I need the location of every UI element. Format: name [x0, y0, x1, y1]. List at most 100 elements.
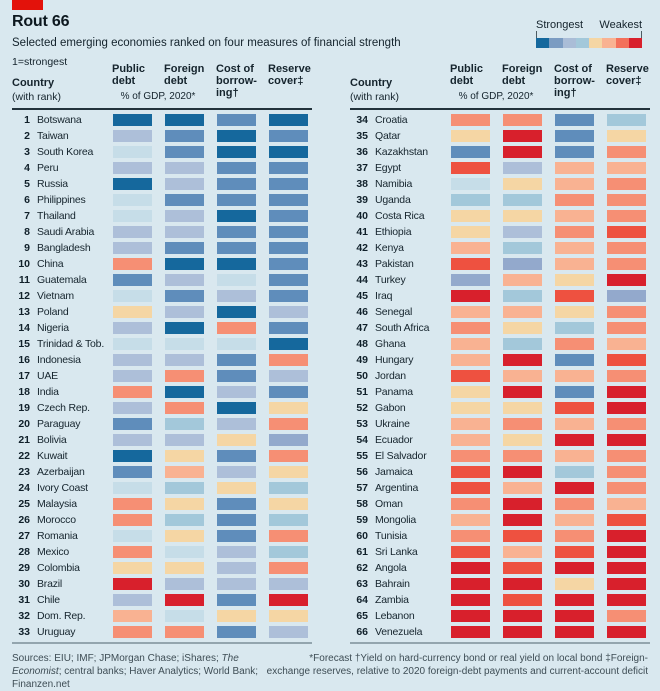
heat-cell	[555, 562, 594, 574]
country-rank: 15	[18, 338, 30, 350]
heat-cell	[451, 466, 490, 478]
country-name: Angola	[375, 562, 407, 574]
legend-strongest-label: Strongest	[536, 19, 584, 31]
heat-cell	[607, 146, 646, 158]
heat-cell	[503, 514, 542, 526]
heat-cell	[503, 226, 542, 238]
heat-cell	[165, 386, 204, 398]
country-name: Pakistan	[375, 258, 414, 270]
country-rank: 33	[18, 626, 30, 638]
heat-cell	[165, 114, 204, 126]
heat-cell	[503, 338, 542, 350]
heat-cell	[113, 466, 152, 478]
country-name: Botswana	[37, 114, 82, 126]
with-rank-label: (with rank)	[350, 91, 400, 103]
country-row: 46 Senegal	[350, 304, 650, 320]
country-name: UAE	[37, 370, 58, 382]
red-tab	[12, 0, 43, 10]
heat-cell	[555, 482, 594, 494]
heat-cell	[269, 434, 308, 446]
heat-cell	[451, 114, 490, 126]
country-row: 26 Morocco	[12, 512, 312, 528]
legend-swatch	[628, 38, 642, 48]
country-row: 6 Philippines	[12, 192, 312, 208]
heat-cell	[451, 354, 490, 366]
heat-cell	[269, 402, 308, 414]
heat-cell	[503, 498, 542, 510]
country-row: 59 Mongolia	[350, 512, 650, 528]
heat-cell	[503, 562, 542, 574]
country-row: 31 Chile	[12, 592, 312, 608]
country-row: 24 Ivory Coast	[12, 480, 312, 496]
country-row: 39 Uganda	[350, 192, 650, 208]
heat-cell	[217, 546, 256, 558]
heat-cell	[503, 578, 542, 590]
heat-cell	[555, 146, 594, 158]
country-name: Colombia	[37, 562, 80, 574]
heat-cell	[217, 306, 256, 318]
country-name: Kazakhstan	[375, 146, 428, 158]
heat-cell	[503, 626, 542, 638]
heat-cell	[217, 594, 256, 606]
country-name: Tunisia	[375, 530, 408, 542]
country-rank: 63	[356, 578, 368, 590]
country-row: 33 Uruguay	[12, 624, 312, 640]
col-header-cost-of-borrowing: Cost of borrow- ing†	[216, 63, 257, 99]
heat-cell	[607, 530, 646, 542]
heat-cell	[269, 306, 308, 318]
heat-cell	[451, 562, 490, 574]
country-rank: 58	[356, 498, 368, 510]
country-name: Bahrain	[375, 578, 410, 590]
heat-cell	[607, 290, 646, 302]
heat-cell	[269, 258, 308, 270]
country-row: 9 Bangladesh	[12, 240, 312, 256]
country-row: 12 Vietnam	[12, 288, 312, 304]
heat-cell	[113, 610, 152, 622]
heat-cell	[113, 594, 152, 606]
heat-cell	[165, 402, 204, 414]
heat-cell	[165, 594, 204, 606]
country-rank: 39	[356, 194, 368, 206]
country-row: 64 Zambia	[350, 592, 650, 608]
country-rank: 38	[356, 178, 368, 190]
heat-cell	[555, 402, 594, 414]
heat-cell	[607, 338, 646, 350]
country-name: Kenya	[375, 242, 404, 254]
country-row: 41 Ethiopia	[350, 224, 650, 240]
heat-cell	[451, 146, 490, 158]
country-name: Iraq	[375, 290, 393, 302]
heat-cell	[113, 482, 152, 494]
heat-cell	[503, 386, 542, 398]
country-row: 40 Costa Rica	[350, 208, 650, 224]
country-row: 60 Tunisia	[350, 528, 650, 544]
heat-cell	[217, 530, 256, 542]
heat-cell	[503, 258, 542, 270]
heat-cell	[555, 354, 594, 366]
heat-cell	[217, 482, 256, 494]
country-row: 51 Panama	[350, 384, 650, 400]
heat-cell	[503, 178, 542, 190]
country-row: 15 Trinidad & Tob.	[12, 336, 312, 352]
country-name: Thailand	[37, 210, 76, 222]
heat-cell	[217, 370, 256, 382]
country-rank: 6	[24, 194, 30, 206]
country-row: 29 Colombia	[12, 560, 312, 576]
heat-cell	[269, 162, 308, 174]
heat-cell	[555, 226, 594, 238]
country-row: 32 Dom. Rep.	[12, 608, 312, 624]
country-row: 58 Oman	[350, 496, 650, 512]
country-name: Egypt	[375, 162, 401, 174]
country-rank: 66	[356, 626, 368, 638]
country-name: Gabon	[375, 402, 406, 414]
heat-cell	[165, 210, 204, 222]
country-name: Russia	[37, 178, 68, 190]
heat-cell	[269, 482, 308, 494]
col-header-cost-of-borrowing: Cost of borrow- ing†	[554, 63, 595, 99]
heat-cell	[217, 562, 256, 574]
heat-cell	[269, 578, 308, 590]
heat-cell	[113, 306, 152, 318]
heat-cell	[555, 194, 594, 206]
heat-cell	[451, 322, 490, 334]
table-panel-right: Country (with rank) Public debt Foreign …	[350, 58, 650, 644]
country-rank: 8	[24, 226, 30, 238]
